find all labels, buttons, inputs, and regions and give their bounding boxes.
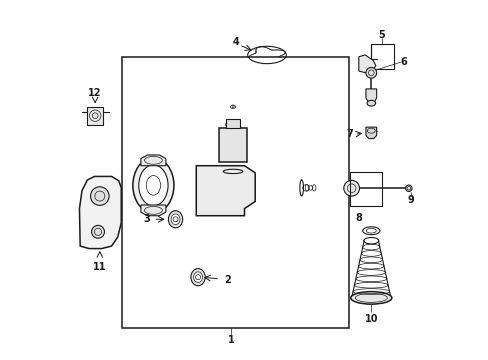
Ellipse shape [350, 292, 391, 304]
Ellipse shape [139, 165, 168, 206]
Text: 4: 4 [232, 37, 239, 48]
Polygon shape [365, 127, 376, 139]
Text: 9: 9 [407, 195, 413, 204]
Text: 7: 7 [346, 129, 352, 139]
Ellipse shape [193, 272, 202, 283]
Polygon shape [358, 55, 375, 73]
Bar [122, 57, 348, 328]
Text: 2: 2 [224, 275, 230, 285]
Text: 8: 8 [355, 213, 362, 223]
Ellipse shape [405, 185, 411, 192]
Ellipse shape [190, 269, 205, 286]
Polygon shape [141, 205, 165, 216]
Bar [219, 128, 246, 162]
Polygon shape [365, 89, 376, 103]
Circle shape [90, 187, 109, 205]
Polygon shape [141, 155, 165, 166]
Circle shape [91, 225, 104, 238]
Ellipse shape [133, 158, 174, 213]
Text: 11: 11 [93, 262, 106, 272]
Polygon shape [196, 166, 255, 216]
Ellipse shape [365, 67, 376, 78]
Text: 6: 6 [399, 57, 406, 67]
Text: 12: 12 [88, 88, 102, 98]
Text: 3: 3 [142, 214, 149, 224]
Ellipse shape [168, 211, 183, 228]
Ellipse shape [225, 121, 240, 128]
Circle shape [343, 180, 359, 196]
Text: 10: 10 [364, 314, 377, 324]
Bar [87, 107, 103, 125]
Ellipse shape [366, 100, 375, 106]
Bar [225, 119, 240, 128]
Text: 1: 1 [227, 335, 234, 345]
Bar [370, 44, 393, 68]
Polygon shape [80, 176, 121, 249]
Bar [349, 172, 381, 206]
Ellipse shape [171, 214, 180, 225]
Text: 5: 5 [378, 30, 385, 40]
